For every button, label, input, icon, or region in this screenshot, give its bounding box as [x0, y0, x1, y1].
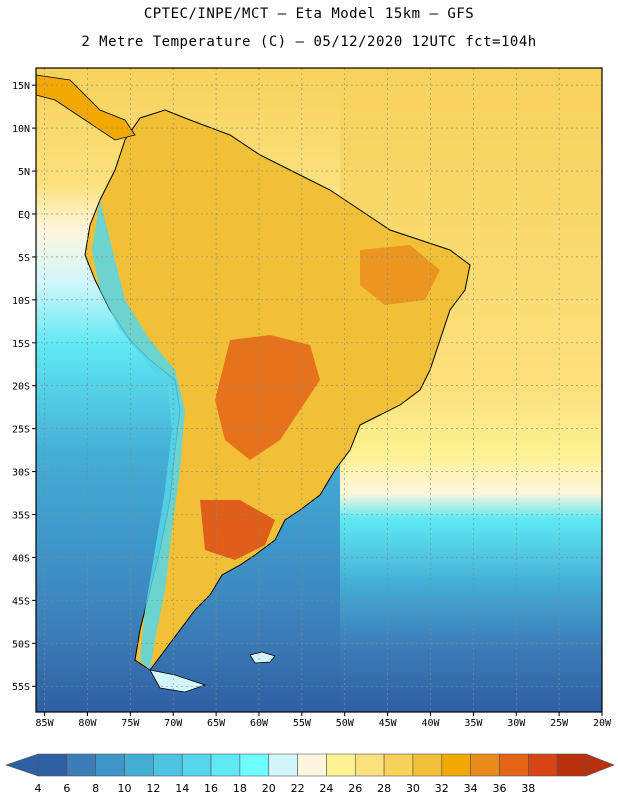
- colorbar-label: 22: [291, 782, 305, 795]
- lat-label: 40S: [12, 553, 30, 564]
- central-america: [36, 74, 136, 141]
- colorbar-left-arrow: [5, 753, 39, 777]
- andes-cool-strip: [92, 200, 185, 670]
- colorbar-right-arrow: [585, 753, 615, 777]
- map-frame: [35, 67, 603, 713]
- colorbar-label: 34: [464, 782, 478, 795]
- colorbar-label: 14: [175, 782, 189, 795]
- lon-label: 70W: [164, 718, 183, 729]
- longitude-labels: 85W 80W 75W 70W 65W 60W 55W 50W 45W 40W 35W 30W 25W 2…: [36, 718, 612, 729]
- title-line-2: 2 Metre Temperature (C) – 05/12/2020 12U…: [81, 34, 537, 50]
- lon-label: 50W: [336, 718, 355, 729]
- colorbar-label: 24: [319, 782, 333, 795]
- colorbar-label: 28: [377, 782, 391, 795]
- colorbar-segment: [499, 753, 529, 777]
- colorbar-label: 4: [35, 782, 42, 795]
- lat-label: 5N: [18, 167, 30, 178]
- colorbar-label: 30: [406, 782, 420, 795]
- lat-lon-grid: [36, 68, 602, 712]
- hot-core-pampas: [200, 500, 275, 560]
- colorbar-label: 8: [92, 782, 99, 795]
- lat-label: EQ: [18, 210, 30, 221]
- lon-label: 75W: [121, 718, 140, 729]
- lon-label: 60W: [250, 718, 269, 729]
- map-ticks: [32, 84, 603, 716]
- lon-label: 25W: [550, 718, 569, 729]
- lat-label: 10S: [12, 296, 30, 307]
- colorbar-segment: [181, 753, 212, 777]
- lon-label: 40W: [421, 718, 440, 729]
- hot-core-northeast: [360, 245, 440, 305]
- colorbar-segment: [37, 753, 68, 777]
- lon-label: 55W: [293, 718, 312, 729]
- colorbar-segment: [383, 753, 414, 777]
- colorbar-segment: [441, 753, 471, 777]
- colorbar-segment: [95, 753, 125, 777]
- lon-label: 45W: [379, 718, 398, 729]
- colorbar-segment: [354, 753, 385, 777]
- colorbar-segment: [556, 753, 587, 777]
- colorbar-segment: [326, 753, 356, 777]
- lat-label: 15S: [12, 339, 30, 350]
- colorbar-segment: [153, 753, 183, 777]
- colorbar-segment: [412, 753, 443, 777]
- colorbar-segment: [470, 753, 500, 777]
- colorbar-label: 38: [521, 782, 535, 795]
- lon-label: 80W: [78, 718, 97, 729]
- lat-label: 25S: [12, 425, 30, 436]
- colorbar-label: 10: [118, 782, 132, 795]
- lat-label: 55S: [12, 682, 30, 693]
- colorbar-segment: [528, 753, 558, 777]
- lon-label: 20W: [593, 718, 612, 729]
- lat-label: 5S: [18, 253, 30, 264]
- lon-label: 85W: [36, 718, 55, 729]
- colorbar-segment: [239, 753, 270, 777]
- colorbar-label: 32: [435, 782, 449, 795]
- lat-label: 35S: [12, 511, 30, 522]
- lat-label: 45S: [12, 596, 30, 607]
- lat-label: 50S: [12, 639, 30, 650]
- colorbar: 4 6 8 10 12 14 16 18 20 22 24 26 28 30 32 34 36 38: [5, 753, 615, 795]
- colorbar-label: 6: [63, 782, 70, 795]
- colorbar-label: 16: [204, 782, 218, 795]
- colorbar-label: 26: [348, 782, 362, 795]
- lon-label: 65W: [207, 718, 226, 729]
- lat-label: 30S: [12, 468, 30, 479]
- colorbar-label: 36: [492, 782, 506, 795]
- lat-label: 20S: [12, 382, 30, 393]
- lat-label: 10N: [12, 124, 30, 135]
- lon-label: 35W: [464, 718, 483, 729]
- colorbar-segment: [297, 753, 327, 777]
- lon-label: 30W: [507, 718, 526, 729]
- colorbar-label: 12: [146, 782, 160, 795]
- colorbar-segment: [268, 753, 298, 777]
- colorbar-segment: [66, 753, 96, 777]
- colorbar-segment: [124, 753, 154, 777]
- lat-label: 15N: [12, 81, 30, 92]
- colorbar-segment: [210, 753, 241, 777]
- colorbar-label: 18: [233, 782, 247, 795]
- colorbar-label: 20: [262, 782, 276, 795]
- latitude-labels: 15N 10N 5N EQ 5S 10S 15S 20S 25S 30S 35S 40S 45S 50S 5…: [12, 81, 30, 693]
- colorbar-labels: 4 6 8 10 12 14 16 18 20 22 24 26 28 30 32 34 36 38: [35, 782, 536, 795]
- colorbar-segments: [5, 753, 615, 777]
- falkland-islands: [249, 651, 276, 664]
- title-line-1: CPTEC/INPE/MCT – Eta Model 15km – GFS: [143, 6, 475, 22]
